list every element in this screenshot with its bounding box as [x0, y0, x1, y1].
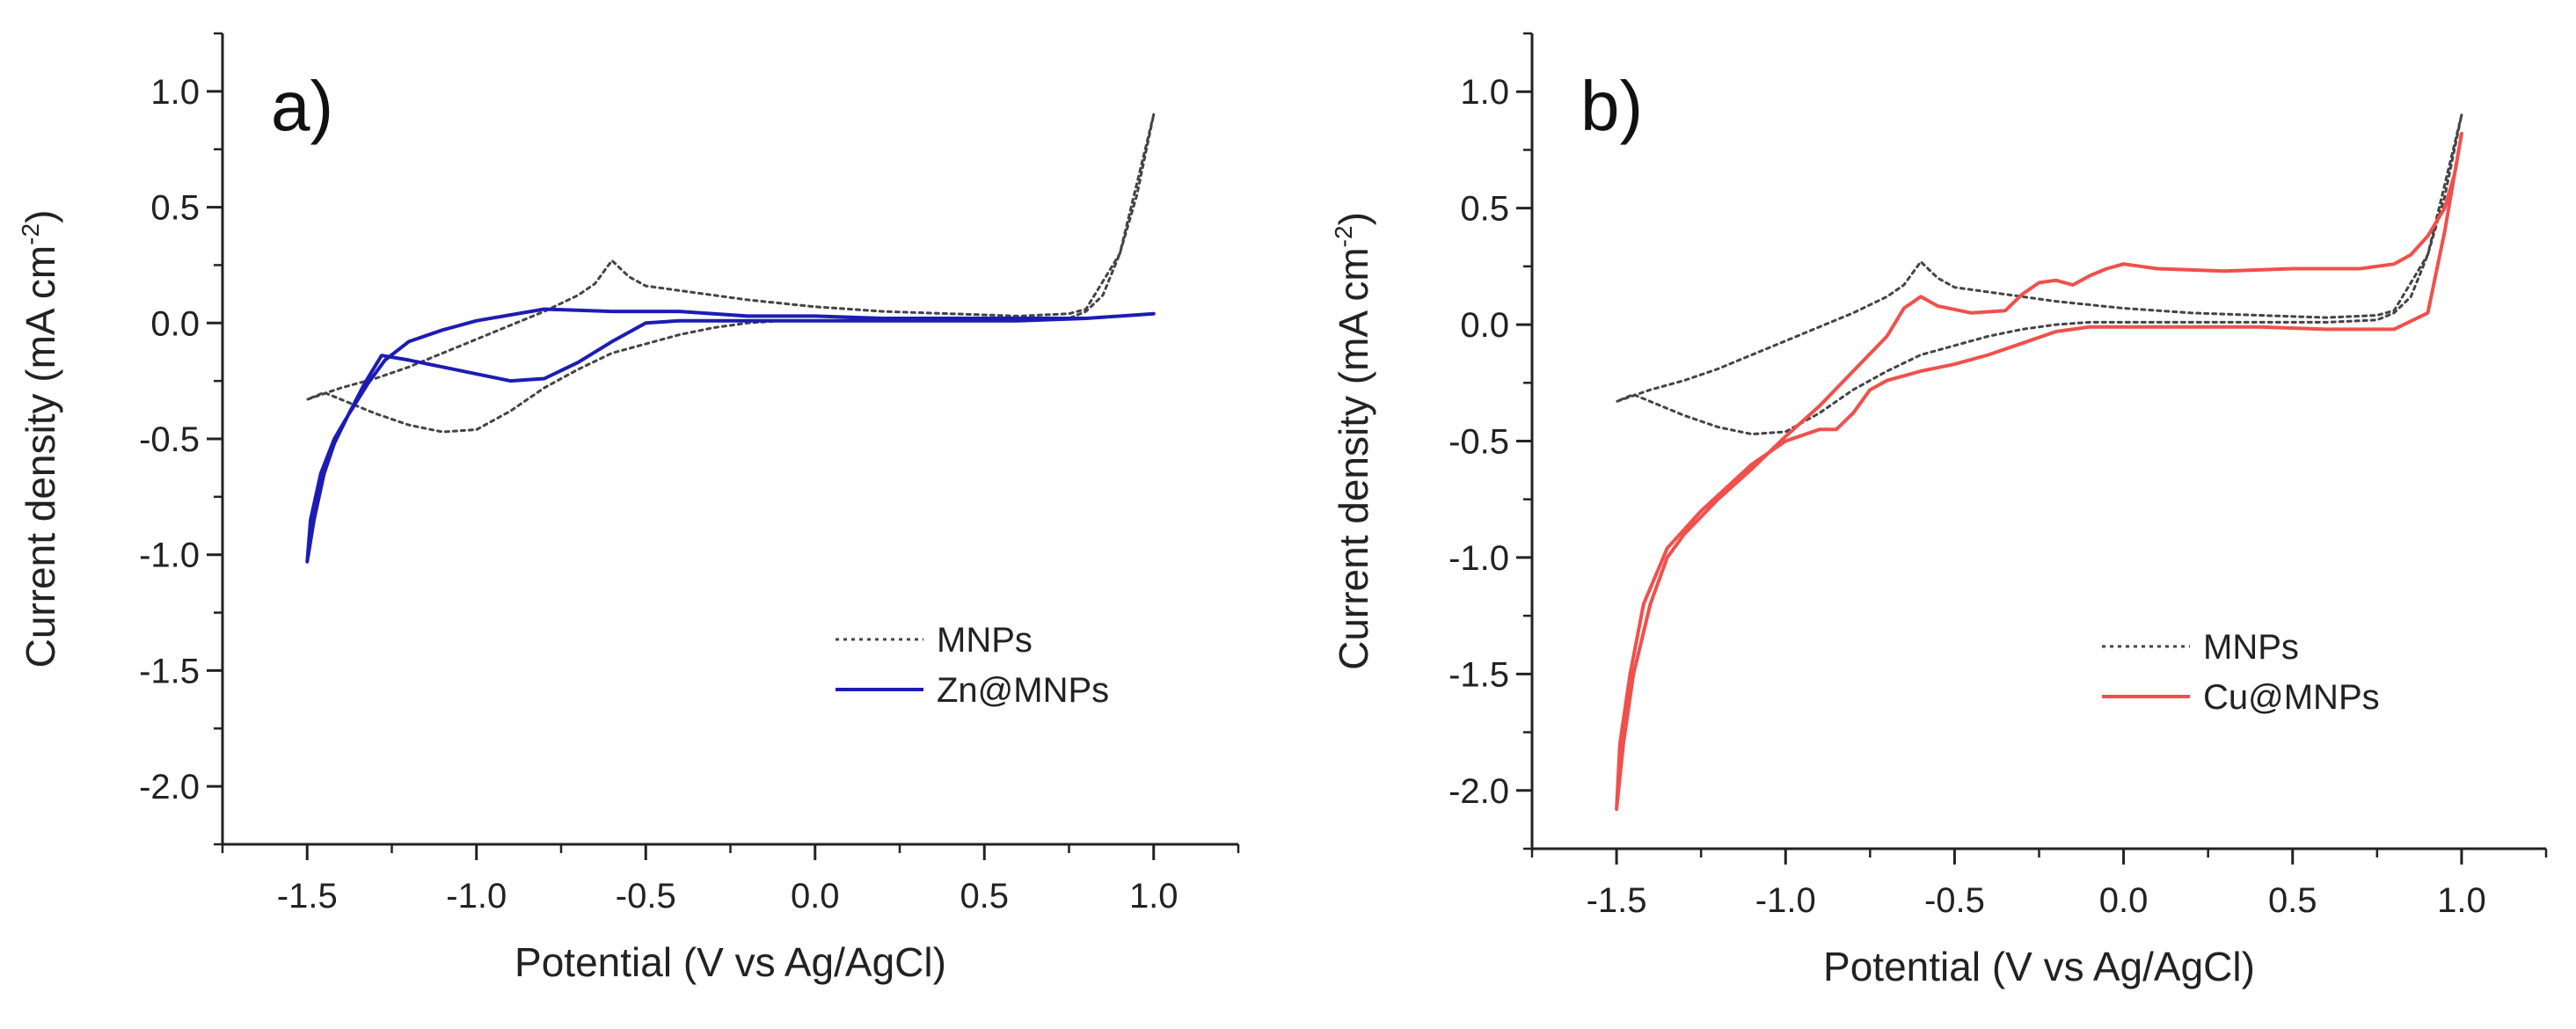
panel-a: -1.5 -1.0 -0.5 0.0 0.5 1.0 1.0 0.5 0.0 -0.5 -1.0 -1… [17, 32, 1240, 985]
y-axis-title-close: ) [18, 210, 63, 223]
y-axis-title-text: Current density (mA cm [18, 245, 63, 668]
x-tick-label: -0.5 [616, 877, 676, 916]
legend-label: MNPs [937, 621, 1033, 660]
x-tick-label: -1.0 [446, 877, 507, 916]
series-line-zn-mnps [305, 307, 1156, 564]
x-tick-label: -0.5 [1924, 881, 1985, 920]
legend-label: Zn@MNPs [937, 671, 1109, 710]
x-tick-label: 1.0 [2437, 881, 2486, 920]
x-tick-label: -1.5 [1587, 881, 1647, 920]
x-axis-title: Potential (V vs Ag/AgCl) [514, 939, 946, 985]
series-line-cu-mnps [1615, 131, 2463, 811]
y-axis-title: Current density (mA cm-2) [17, 210, 63, 668]
x-tick-label: 0.0 [2099, 881, 2149, 920]
y-tick-label: 1.0 [1460, 73, 1509, 112]
legend-label: MNPs [2203, 628, 2299, 667]
y-tick-label: -2.0 [1449, 772, 1509, 811]
y-tick-label: -1.5 [1449, 655, 1509, 694]
y-tick-label: 0.0 [1460, 306, 1509, 345]
x-tick-label: -1.0 [1755, 881, 1816, 920]
x-axis-title: Potential (V vs Ag/AgCl) [1823, 944, 2255, 989]
y-tick-label: -2.0 [139, 768, 200, 806]
y-tick-label: -1.0 [1449, 539, 1509, 578]
y-axis-title-superscript: -2 [1330, 225, 1357, 247]
x-tick-label: 0.5 [960, 877, 1009, 916]
y-axis-title: Current density (mA cm-2) [1330, 212, 1376, 670]
series-line-mnps [1615, 113, 2463, 436]
x-tick-label: 0.0 [791, 877, 840, 916]
panel-label: a) [271, 67, 333, 145]
y-tick-label: -0.5 [1449, 423, 1509, 462]
y-tick-label: -0.5 [139, 420, 200, 459]
y-tick-label: 0.0 [150, 304, 200, 343]
x-tick-label: -1.5 [277, 877, 338, 916]
y-axis-title-superscript: -2 [17, 223, 44, 245]
panel-b: -1.5 -1.0 -0.5 0.0 0.5 1.0 1.0 0.5 0.0 -0.5 -1.0 -1… [1330, 32, 2548, 989]
y-axis-title-text: Current density (mA cm [1331, 247, 1376, 670]
x-tick-label: 0.5 [2268, 881, 2317, 920]
series-line-mnps [305, 113, 1156, 434]
legend-label: Cu@MNPs [2203, 678, 2380, 717]
y-tick-label: 1.0 [150, 73, 200, 112]
y-axis-title-close: ) [1331, 212, 1376, 225]
y-tick-label: -1.0 [139, 536, 200, 575]
y-tick-label: 0.5 [150, 189, 200, 228]
y-tick-label: 0.5 [1460, 190, 1509, 229]
panel-label: b) [1580, 67, 1643, 145]
x-tick-label: 1.0 [1129, 877, 1179, 916]
y-tick-label: -1.5 [139, 652, 200, 690]
